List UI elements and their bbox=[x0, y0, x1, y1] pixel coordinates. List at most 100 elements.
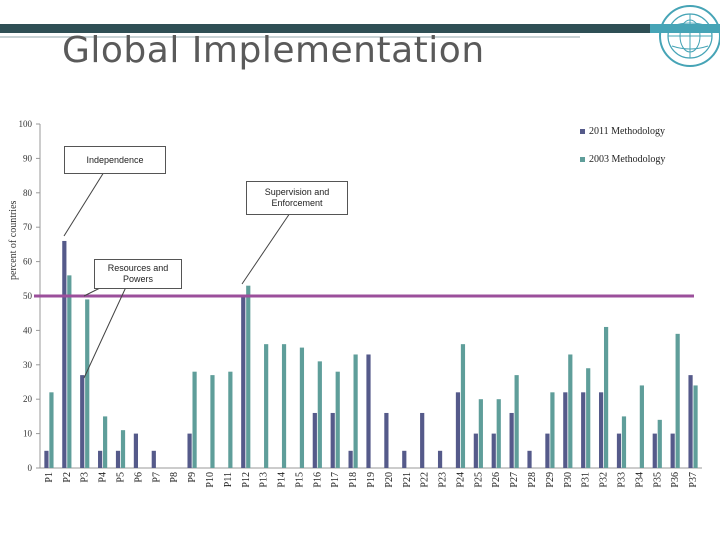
x-tick-label: P29 bbox=[545, 472, 556, 488]
x-tick-label: P14 bbox=[277, 472, 288, 488]
x-tick-label: P21 bbox=[402, 472, 413, 488]
x-tick-label: P5 bbox=[116, 472, 127, 483]
callout-resources: Resources and Powers bbox=[94, 259, 182, 289]
bar-2011-p9 bbox=[187, 433, 192, 468]
y-tick-label: 80 bbox=[23, 188, 33, 198]
bar-2003-p35 bbox=[657, 419, 662, 468]
page-title: Global Implementation bbox=[62, 30, 485, 71]
header-bar bbox=[0, 0, 720, 80]
callout-pointer-supervision bbox=[241, 212, 291, 285]
header-band-teal bbox=[650, 24, 720, 33]
bar-2003-p13 bbox=[264, 344, 269, 468]
bar-2003-p9 bbox=[192, 371, 197, 468]
x-tick-label: P12 bbox=[241, 472, 252, 488]
bar-2011-p32 bbox=[598, 392, 604, 468]
bar-2003-p27 bbox=[514, 375, 519, 468]
bar-2011-p5 bbox=[115, 450, 121, 468]
bar-2011-p31 bbox=[581, 392, 586, 468]
x-tick-label: P24 bbox=[455, 472, 466, 488]
x-tick-label: P7 bbox=[151, 472, 162, 483]
bar-2003-p33 bbox=[621, 416, 627, 468]
bar-2011-p17 bbox=[330, 412, 335, 468]
bar-2003-p36 bbox=[675, 333, 680, 468]
x-tick-label: P22 bbox=[420, 472, 431, 488]
bar-2011-p6 bbox=[133, 433, 139, 468]
y-tick-label: 40 bbox=[23, 325, 33, 335]
y-tick-label: 90 bbox=[23, 153, 33, 163]
x-tick-label: P30 bbox=[563, 472, 574, 488]
y-tick-label: 60 bbox=[23, 257, 33, 267]
callout-pointer-resources-b bbox=[83, 286, 127, 379]
x-tick-label: P35 bbox=[652, 472, 663, 488]
bar-2003-p30 bbox=[568, 354, 573, 468]
x-tick-label: P32 bbox=[599, 472, 610, 488]
bar-2011-p22 bbox=[420, 412, 425, 468]
x-tick-label: P37 bbox=[688, 472, 699, 488]
bar-2003-p10 bbox=[210, 375, 215, 468]
bar-2003-p26 bbox=[496, 399, 501, 468]
x-tick-label: P11 bbox=[223, 472, 234, 487]
bar-2003-p32 bbox=[603, 326, 609, 468]
bar-2011-p3 bbox=[80, 375, 85, 468]
y-tick-label: 0 bbox=[28, 463, 33, 473]
bar-2003-p12 bbox=[246, 285, 251, 468]
header-band-dark bbox=[0, 24, 650, 33]
y-tick-label: 50 bbox=[23, 291, 33, 301]
bar-2011-p2 bbox=[62, 240, 67, 468]
bar-2003-p2 bbox=[67, 275, 72, 468]
bar-2011-p18 bbox=[348, 450, 353, 468]
x-tick-label: P25 bbox=[473, 472, 484, 488]
bar-2011-p16 bbox=[312, 412, 317, 468]
x-tick-label: P36 bbox=[670, 472, 681, 488]
x-tick-label: P2 bbox=[62, 472, 73, 483]
imf-seal-icon bbox=[659, 5, 720, 67]
bar-2003-p14 bbox=[281, 344, 287, 468]
x-tick-label: P1 bbox=[44, 472, 55, 483]
bar-2011-p24 bbox=[455, 392, 461, 468]
bar-2003-p29 bbox=[550, 392, 555, 468]
bar-2011-p23 bbox=[437, 450, 443, 468]
x-tick-label: P20 bbox=[384, 472, 395, 488]
bar-2011-p26 bbox=[491, 433, 496, 468]
x-tick-label: P19 bbox=[366, 472, 377, 488]
y-tick-label: 10 bbox=[23, 429, 33, 439]
x-tick-label: P8 bbox=[169, 472, 180, 483]
bar-2011-p1 bbox=[44, 450, 49, 468]
x-tick-label: P6 bbox=[133, 472, 144, 483]
bar-2011-p12 bbox=[241, 296, 246, 468]
bar-2011-p27 bbox=[509, 412, 514, 468]
bar-2003-p11 bbox=[228, 371, 233, 468]
bar-2003-p16 bbox=[317, 361, 322, 468]
x-tick-label: P26 bbox=[491, 472, 502, 488]
x-tick-label: P17 bbox=[330, 472, 341, 488]
bar-2003-p5 bbox=[120, 430, 126, 468]
bar-2003-p3 bbox=[85, 299, 90, 468]
callout-independence: Independence bbox=[64, 146, 166, 174]
y-tick-label: 20 bbox=[23, 394, 33, 404]
bar-2003-p4 bbox=[103, 416, 108, 468]
x-tick-label: P16 bbox=[312, 472, 323, 488]
callout-supervision: Supervision and Enforcement bbox=[246, 181, 348, 215]
bar-2011-p35 bbox=[652, 433, 657, 468]
x-tick-label: P10 bbox=[205, 472, 216, 488]
bar-2011-p7 bbox=[151, 450, 156, 468]
legend-swatch-2011 bbox=[580, 129, 585, 135]
bar-2003-p15 bbox=[299, 347, 305, 468]
x-tick-label: P15 bbox=[294, 472, 305, 488]
bar-2011-p4 bbox=[98, 450, 103, 468]
bar-2003-p31 bbox=[586, 368, 591, 468]
bar-2011-p30 bbox=[563, 392, 568, 468]
x-tick-label: P4 bbox=[98, 472, 109, 483]
legend-item-2003: 2003 Methodology bbox=[580, 154, 665, 165]
x-tick-label: P33 bbox=[616, 472, 627, 488]
bar-2011-p20 bbox=[384, 412, 389, 468]
bar-2003-p25 bbox=[478, 399, 483, 468]
bar-2003-p1 bbox=[49, 392, 54, 468]
legend-label-2011: 2011 Methodology bbox=[589, 126, 666, 137]
bar-2011-p29 bbox=[545, 433, 550, 468]
bar-chart: 0 10 20 30 40 50 60 70 80 90 100 P1 P2 P3 P4 P5 P6 P7 P8 P9… bbox=[19, 119, 702, 488]
x-tick-label: P23 bbox=[438, 472, 449, 488]
bar-2003-p37 bbox=[693, 385, 698, 468]
x-tick-label: P3 bbox=[80, 472, 91, 483]
y-tick-label: 70 bbox=[23, 222, 33, 232]
